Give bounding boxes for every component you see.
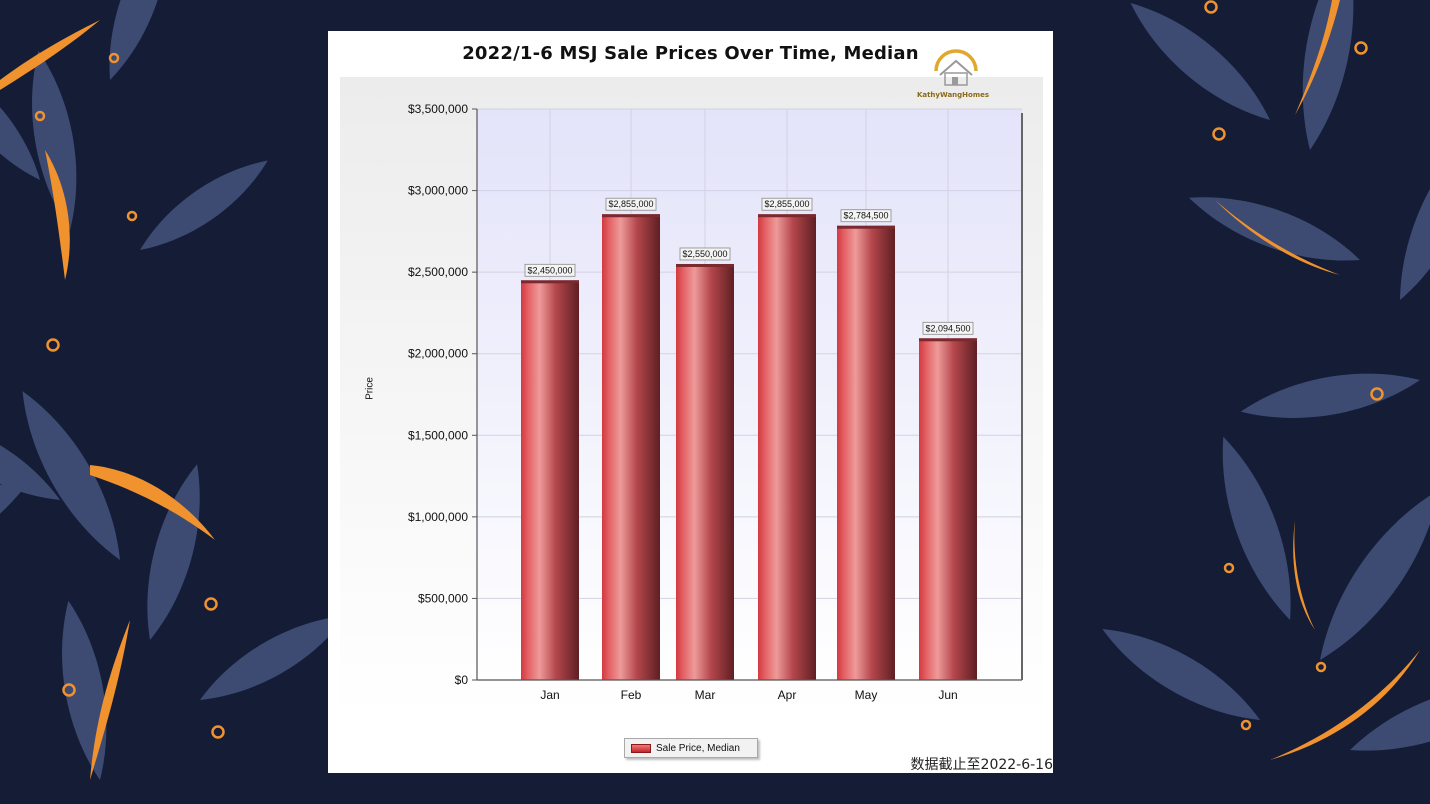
bar-top-jan xyxy=(521,280,579,284)
bar-mar xyxy=(676,263,734,680)
right-accents xyxy=(1215,0,1420,760)
y-tick-label: $500,000 xyxy=(418,591,468,605)
y-tick-label: $0 xyxy=(455,673,469,687)
x-tick-label: Jan xyxy=(540,688,559,702)
bar-top-feb xyxy=(602,214,660,218)
x-tick-label: Jun xyxy=(938,688,957,702)
x-tick-label: Apr xyxy=(778,688,797,702)
data-label-box xyxy=(840,209,892,223)
legend-swatch xyxy=(631,743,651,753)
left-accents xyxy=(0,20,215,780)
hexagon-dots xyxy=(34,0,1384,739)
house-logo-icon xyxy=(934,49,978,86)
data-cutoff-note: 数据截止至2022-6-16 xyxy=(910,757,1053,773)
data-label: $2,094,500 xyxy=(925,323,970,333)
data-label: $2,550,000 xyxy=(682,249,727,259)
data-label: $2,784,500 xyxy=(843,211,888,221)
y-tick-label: $3,500,000 xyxy=(408,102,468,116)
bar-top-may xyxy=(837,225,895,229)
y-tick-label: $1,500,000 xyxy=(408,428,468,442)
x-tick-label: Mar xyxy=(695,688,716,702)
y-tick-label: $2,000,000 xyxy=(408,347,468,361)
bar-feb xyxy=(602,214,660,680)
y-tick-label: $2,500,000 xyxy=(408,265,468,279)
data-label: $2,855,000 xyxy=(608,199,653,209)
bar-jun xyxy=(919,338,977,680)
bar-jan xyxy=(521,280,579,680)
data-label-box xyxy=(761,197,813,211)
left-leaves xyxy=(0,0,356,784)
x-tick-label: May xyxy=(855,688,878,702)
bar-top-mar xyxy=(676,263,734,267)
data-label: $2,855,000 xyxy=(764,199,809,209)
chart-panel: $2,450,000 $2,855,000 $2,550,000 $2,855,000… xyxy=(328,31,1053,773)
chart-legend: Sale Price, Median xyxy=(624,738,758,758)
data-label-box xyxy=(922,321,974,335)
y-tick-label: $1,000,000 xyxy=(408,510,468,524)
bar-chart: $2,450,000 $2,855,000 $2,550,000 $2,855,000… xyxy=(340,77,1043,717)
x-tick-label: Feb xyxy=(621,688,642,702)
logo-text: KathyWangHomes xyxy=(916,91,990,99)
legend-label: Sale Price, Median xyxy=(656,742,740,754)
y-axis-label: Price xyxy=(364,377,376,400)
bar-top-apr xyxy=(758,214,816,218)
right-leaves xyxy=(1092,0,1430,770)
data-label-box xyxy=(605,197,657,211)
data-label-box xyxy=(524,263,576,277)
chart-title: 2022/1-6 MSJ Sale Prices Over Time, Medi… xyxy=(462,43,919,64)
y-tick-label: $3,000,000 xyxy=(408,184,468,198)
data-label: $2,450,000 xyxy=(527,265,572,275)
data-label-box xyxy=(679,247,731,261)
bar-may xyxy=(837,225,895,681)
bar-apr xyxy=(758,214,816,680)
bar-top-jun xyxy=(919,338,977,342)
